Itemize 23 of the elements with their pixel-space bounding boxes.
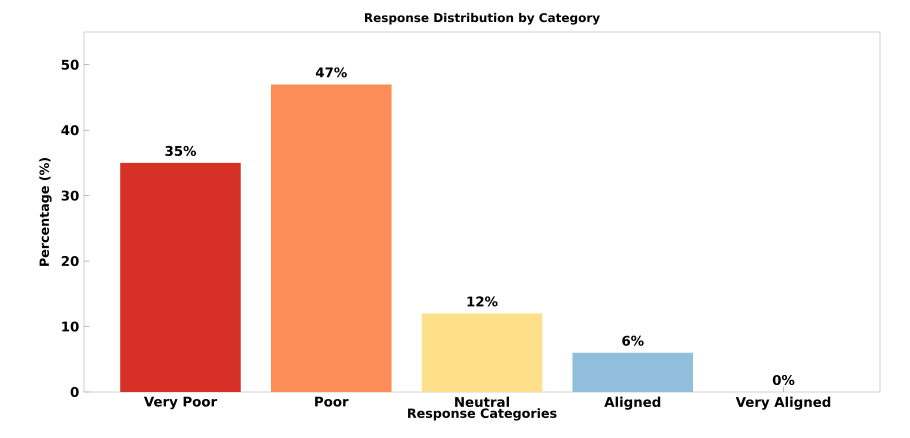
x-tick-label: Poor xyxy=(315,396,349,407)
bar xyxy=(422,313,542,392)
bar xyxy=(572,352,694,392)
data-label: 6% xyxy=(622,336,644,346)
y-tick-label: 20 xyxy=(62,256,79,266)
y-tick-label: 30 xyxy=(62,190,79,201)
chart-title: Response Distribution by Category xyxy=(364,12,600,25)
y-tick-label: 40 xyxy=(61,125,79,136)
data-label: 12% xyxy=(468,296,498,307)
y-tick-label: 10 xyxy=(62,321,79,332)
data-label: 47% xyxy=(316,67,347,78)
y-tick-label: 0 xyxy=(70,386,79,398)
bar xyxy=(120,162,241,392)
x-tick-label: Very Poor xyxy=(144,396,218,410)
x-tick-label: Neutral xyxy=(455,396,509,408)
x-axis-title: Response Categories xyxy=(408,408,556,421)
y-axis-title: Percentage (%) xyxy=(39,158,52,266)
y-tick-label: 50 xyxy=(62,60,79,70)
x-tick-label: Aligned xyxy=(604,396,660,410)
data-label: 0% xyxy=(772,374,794,386)
data-label: 35% xyxy=(165,146,196,156)
x-tick-label: Very Aligned xyxy=(736,396,830,410)
bar xyxy=(270,84,392,392)
